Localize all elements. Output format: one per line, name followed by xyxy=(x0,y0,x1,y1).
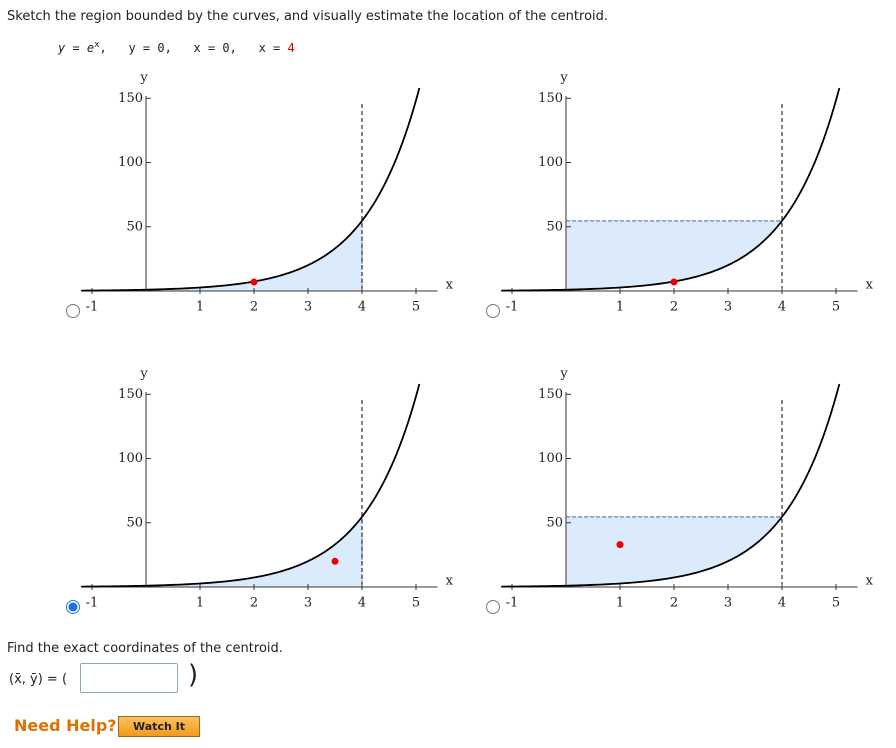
radio[interactable] xyxy=(486,600,500,614)
x-tick-label: 1 xyxy=(196,300,204,315)
x-tick-label: -1 xyxy=(86,300,99,315)
x-axis-label: x xyxy=(446,574,454,589)
x-tick-label: 4 xyxy=(778,596,786,611)
option-graph: x y -1 1 2 3 4 5 50 100 150 xyxy=(486,71,874,318)
y-axis-label: y xyxy=(139,367,148,382)
x-tick-label: 2 xyxy=(250,300,258,315)
centroid-dot xyxy=(670,278,678,286)
x-tick-label: 1 xyxy=(616,300,624,315)
eq: x = 0, xyxy=(193,41,237,55)
curve xyxy=(501,87,841,292)
equations: y = ex, y = 0, x = 0, x = 4 xyxy=(58,40,295,55)
eq: x = xyxy=(258,41,288,55)
centroid-dot xyxy=(616,541,624,549)
y-tick-label: 150 xyxy=(538,387,563,402)
centroid-dot xyxy=(331,557,339,565)
x-tick-label: 5 xyxy=(832,596,840,611)
curve xyxy=(501,383,841,588)
question: Sketch the region bounded by the curves,… xyxy=(7,9,609,24)
x-tick-label: 3 xyxy=(304,596,312,611)
centroid-dot xyxy=(250,278,258,286)
x-tick-label: 1 xyxy=(196,596,204,611)
x-tick-label: 2 xyxy=(670,596,678,611)
eq-bound: 4 xyxy=(287,41,295,55)
x-tick-label: 3 xyxy=(724,596,732,611)
answer-close: ) xyxy=(188,660,199,690)
x-axis-label: x xyxy=(446,278,454,293)
option-graph: x y -1 1 2 3 4 5 50 100 150 xyxy=(66,71,454,318)
x-tick-label: 4 xyxy=(778,300,786,315)
y-tick-label: 150 xyxy=(118,387,143,402)
region xyxy=(145,515,363,588)
radio[interactable] xyxy=(66,304,80,318)
x-tick-label: 2 xyxy=(250,596,258,611)
x-tick-label: -1 xyxy=(86,596,99,611)
y-tick-label: 50 xyxy=(126,515,143,530)
y-tick-label: 100 xyxy=(118,155,143,170)
help-label: Need Help? xyxy=(14,716,117,735)
y-tick-label: 50 xyxy=(546,515,563,530)
watch-button[interactable]: Watch It xyxy=(118,716,200,737)
curve xyxy=(81,383,421,588)
eq-sup: x xyxy=(94,40,100,50)
x-tick-label: 3 xyxy=(304,300,312,315)
eq: y = 0, xyxy=(128,41,172,55)
x-axis-label: x xyxy=(866,574,874,589)
x-axis-label: x xyxy=(866,278,874,293)
x-tick-label: 4 xyxy=(358,300,366,315)
y-axis-label: y xyxy=(559,71,568,86)
x-tick-label: -1 xyxy=(506,596,519,611)
radio-dot[interactable] xyxy=(68,602,78,612)
x-tick-label: 2 xyxy=(670,300,678,315)
region xyxy=(565,516,784,587)
x-tick-label: 4 xyxy=(358,596,366,611)
y-tick-label: 150 xyxy=(118,91,143,106)
x-tick-label: 5 xyxy=(412,596,420,611)
y-tick-label: 100 xyxy=(118,451,143,466)
x-tick-label: 3 xyxy=(724,300,732,315)
y-tick-label: 100 xyxy=(538,451,563,466)
y-tick-label: 50 xyxy=(546,219,563,234)
eq: y = e xyxy=(58,41,95,55)
x-tick-label: 5 xyxy=(412,300,420,315)
y-tick-label: 150 xyxy=(538,91,563,106)
eq: , xyxy=(99,41,107,55)
y-tick-label: 50 xyxy=(126,219,143,234)
x-tick-label: 5 xyxy=(832,300,840,315)
radio[interactable] xyxy=(486,304,500,318)
option-graph: x y -1 1 2 3 4 5 50 100 150 xyxy=(66,367,454,614)
answer-label: (x̄, ȳ) = ( xyxy=(9,672,68,687)
y-tick-label: 100 xyxy=(538,155,563,170)
x-tick-label: 1 xyxy=(616,596,624,611)
y-axis-label: y xyxy=(559,367,568,382)
y-axis-label: y xyxy=(139,71,148,86)
option-graph: x y -1 1 2 3 4 5 50 100 150 xyxy=(486,367,874,614)
prompt: Find the exact coordinates of the centro… xyxy=(7,641,283,656)
x-tick-label: -1 xyxy=(506,300,519,315)
curve xyxy=(81,87,421,292)
answer-input[interactable] xyxy=(80,663,178,693)
